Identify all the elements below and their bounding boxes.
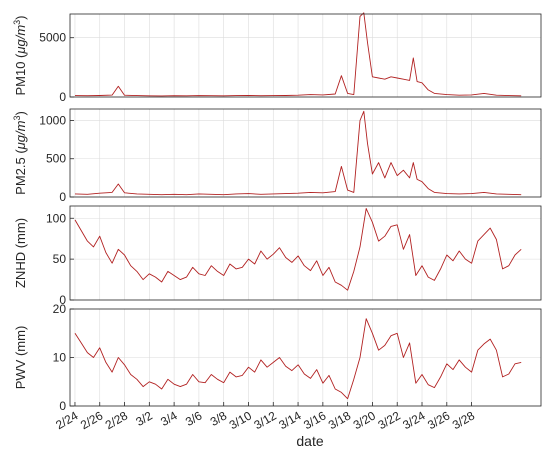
panel-pwv-y-axis-title: PWV (mm) (13, 326, 28, 390)
panel-pwv-series-line (74, 318, 522, 400)
panel-pm25-frame (69, 108, 542, 198)
panel-znhd-ytick-label: 0 (59, 293, 66, 307)
x-tick-label: 3/24 (400, 408, 428, 432)
x-tick-label: 3/10 (227, 408, 255, 432)
panel-znhd-series-line (74, 208, 522, 291)
x-tick-label: 2/26 (78, 408, 106, 432)
panel-pwv-ytick-label: 20 (53, 302, 67, 316)
panel-pm10-frame (69, 13, 542, 98)
panel-znhd-frame (69, 205, 542, 301)
x-axis: 2/242/262/28 3/2 3/4 3/6 3/83/103/123/143/16… (53, 402, 477, 432)
x-tick-label: 3/2 (133, 408, 155, 429)
x-tick-label: 3/14 (276, 408, 304, 432)
x-tick-label: 3/18 (326, 408, 354, 432)
panel-pm25-y-axis-title: PM2.5 (μg/m3) (12, 111, 28, 195)
panel-pm25-ytick-label: 0 (59, 190, 66, 204)
panel-pwv-ytick-label: 0 (59, 399, 66, 413)
panel-znhd-ytick-label: 50 (53, 252, 67, 266)
x-tick-label: 3/12 (252, 408, 280, 432)
x-tick-label: 3/16 (301, 408, 329, 432)
x-tick-label: 3/20 (351, 408, 379, 432)
panel-pm25-ytick-label: 1000 (39, 113, 66, 127)
x-axis-title: date (296, 433, 323, 449)
panel-pm25: 0 500 1000 PM2.5 (μg/m3) (12, 108, 542, 204)
panel-znhd: 0 50 100 ZNHD (mm) (13, 205, 542, 307)
panel-pm25-series-line (74, 110, 522, 196)
x-tick-label: 3/22 (375, 408, 403, 432)
panel-pm10-y-axis-title: PM10 (μg/m3) (12, 15, 28, 95)
x-tick-label: 3/28 (450, 408, 478, 432)
panel-pwv: 0 10 20 PWV (mm) (13, 302, 542, 413)
x-tick-label: 2/28 (103, 408, 131, 432)
panel-pwv-frame (69, 308, 542, 407)
panel-znhd-ytick-label: 100 (46, 211, 66, 225)
panel-znhd-y-axis-title: ZNHD (mm) (13, 218, 28, 288)
panel-pwv-ytick-label: 10 (53, 351, 67, 365)
panel-pm25-ytick-label: 500 (46, 152, 66, 166)
x-tick-label: 3/4 (158, 408, 180, 429)
panel-pm10-ytick-label: 0 (59, 90, 66, 104)
x-tick-label: 3/6 (183, 408, 205, 429)
x-tick-label: 2/24 (53, 408, 81, 432)
panel-pm10: 0 5000 PM10 (μg/m3) (12, 12, 542, 104)
x-tick-label: 3/26 (425, 408, 453, 432)
panel-pm10-series-line (74, 12, 522, 97)
x-tick-label: 3/8 (208, 408, 230, 429)
panel-pm10-ytick-label: 5000 (39, 31, 66, 45)
